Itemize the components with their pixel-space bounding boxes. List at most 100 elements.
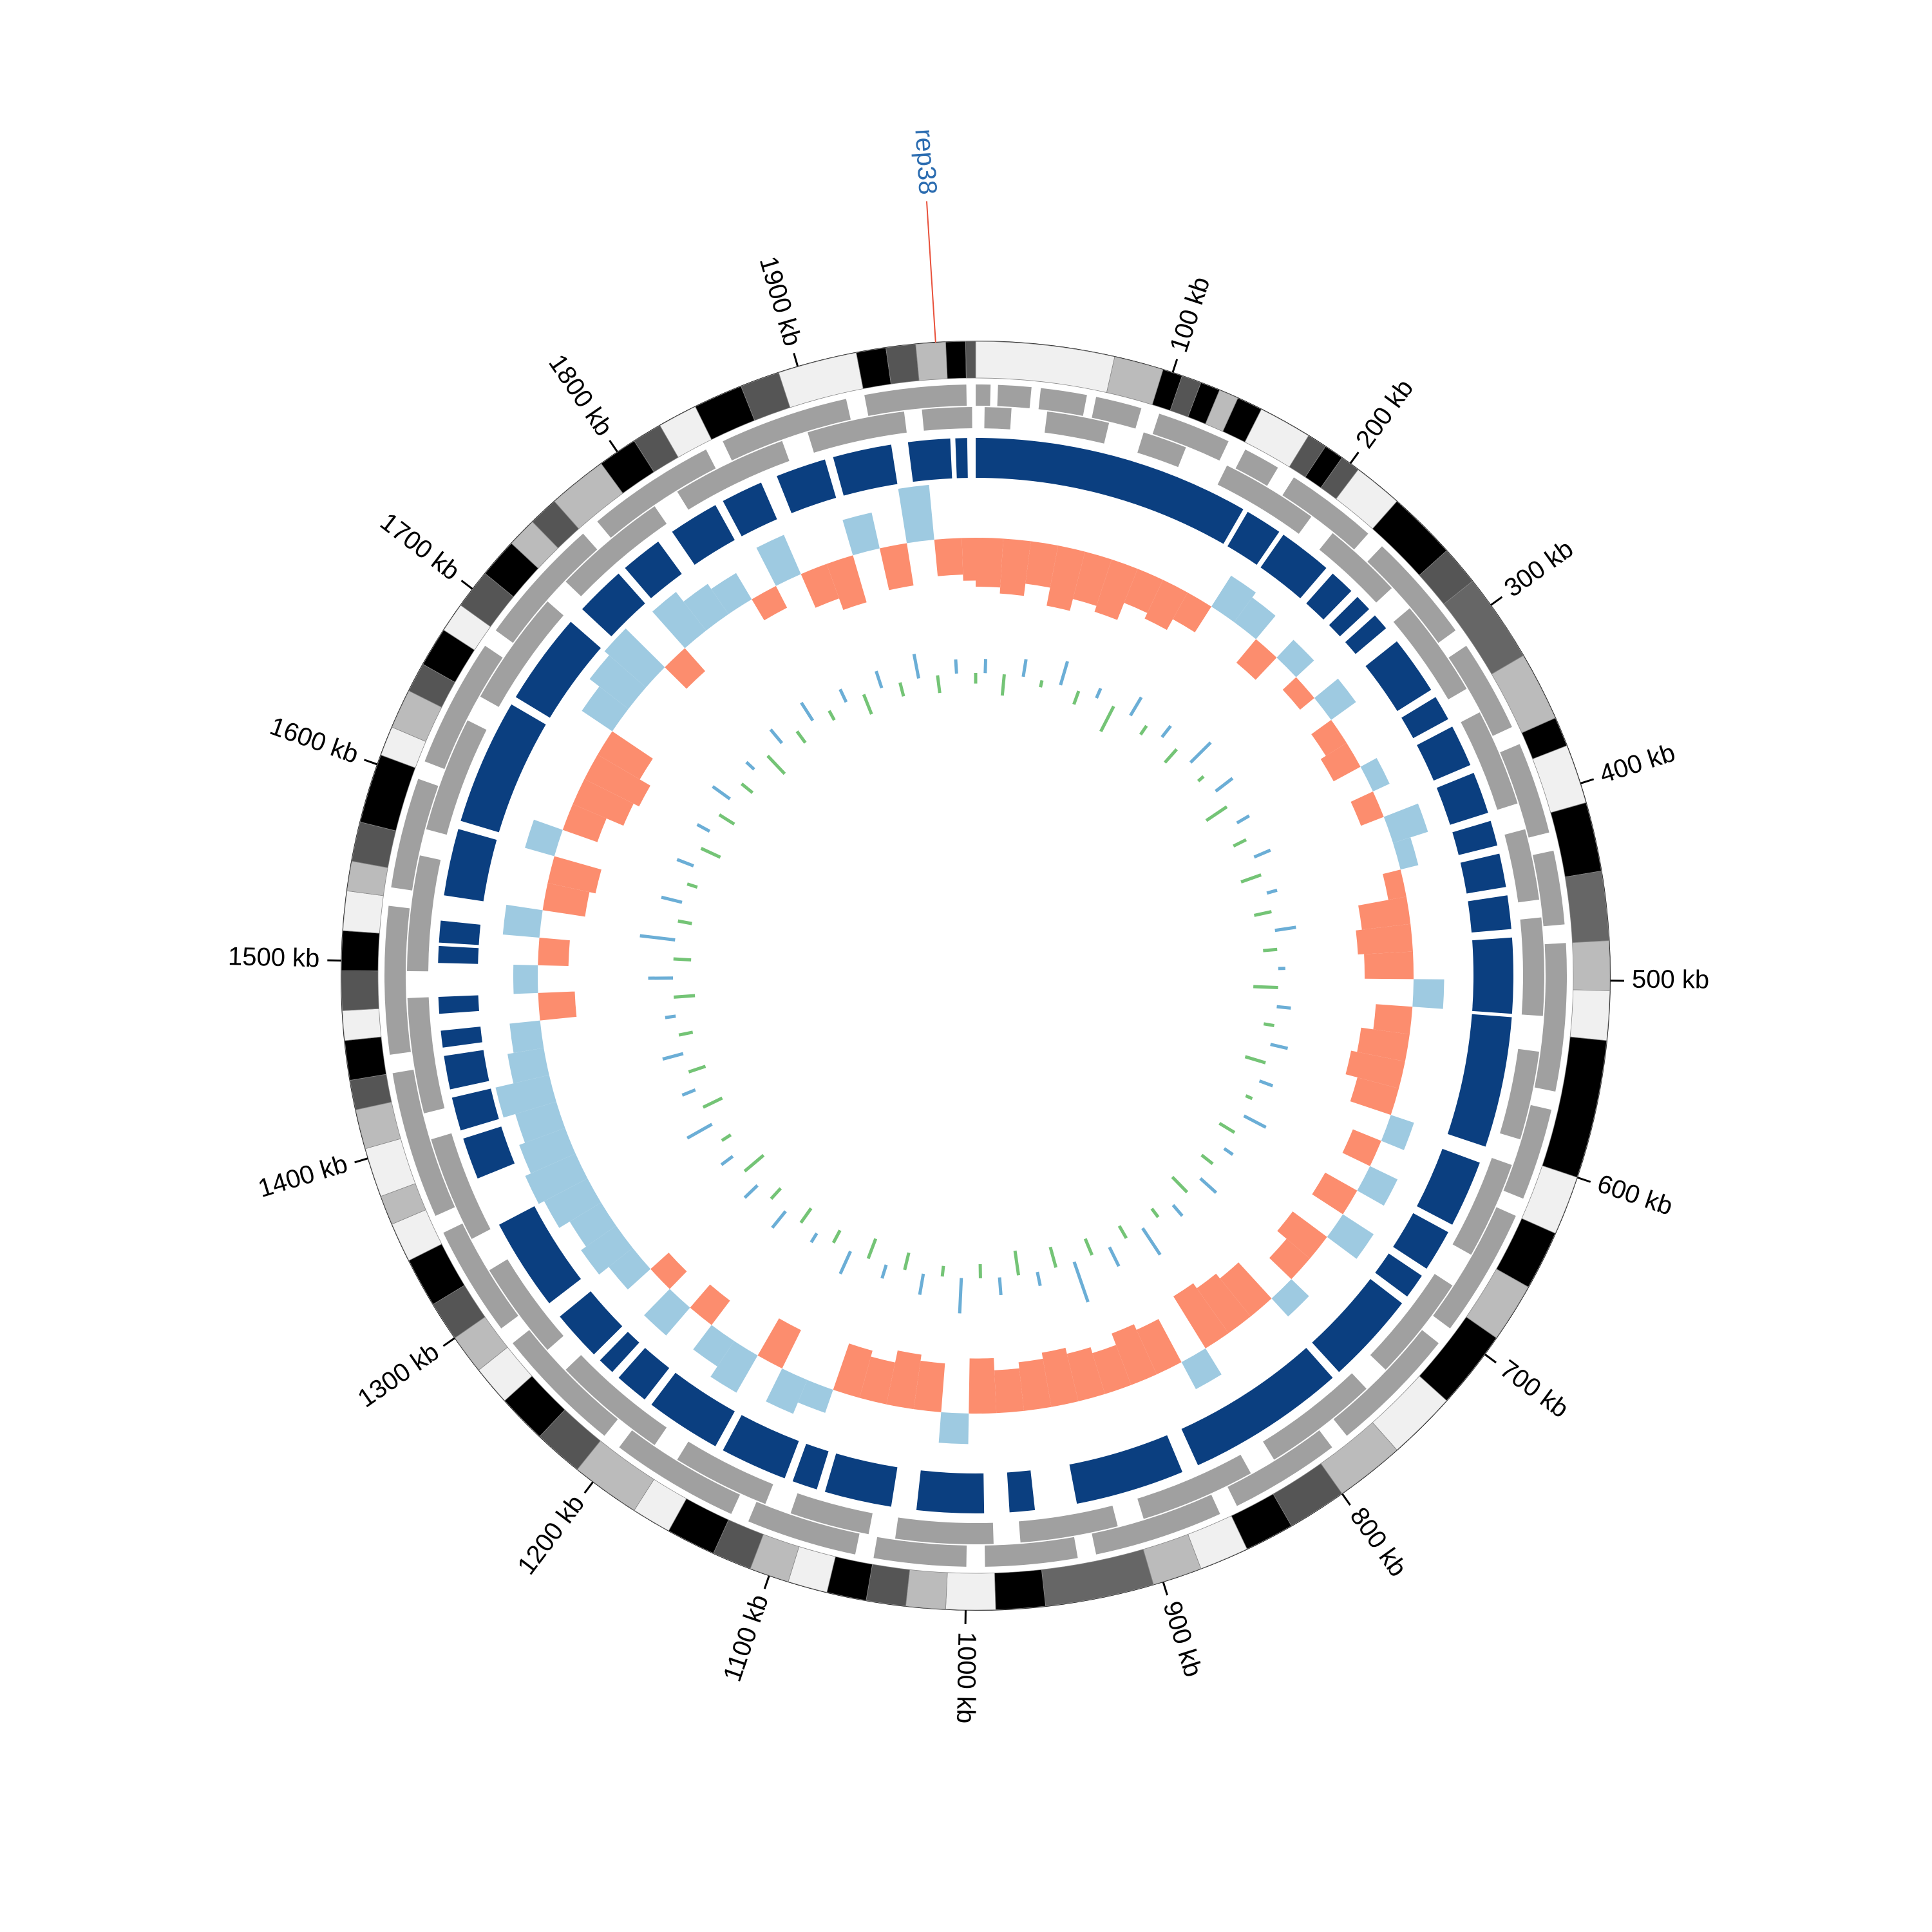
gene — [1152, 413, 1229, 461]
gc-content-bar — [1269, 1238, 1310, 1280]
gc-content-bar — [1320, 743, 1361, 782]
block — [1181, 1347, 1333, 1466]
gc-content-bar — [710, 1341, 758, 1393]
tick-mark — [363, 759, 378, 766]
gc-skew-spike — [1197, 775, 1205, 782]
gc-content-bar — [1364, 951, 1414, 980]
gc-content-bar — [976, 538, 1003, 588]
gc-content-bar — [934, 538, 963, 576]
block — [1227, 511, 1280, 565]
gc-content-bar — [1357, 1166, 1398, 1206]
gc-skew-spike — [936, 675, 942, 694]
gc-content-bar — [609, 1247, 651, 1290]
gc-skew-spike — [1059, 661, 1069, 686]
gene — [384, 905, 411, 1055]
block — [582, 573, 645, 637]
gc-skew-spike — [661, 895, 683, 904]
gc-skew-spike — [1048, 1246, 1058, 1268]
block — [438, 945, 479, 964]
block — [1393, 1213, 1448, 1269]
band — [965, 341, 976, 379]
gene — [1038, 388, 1087, 416]
gc-skew-spike — [677, 919, 692, 925]
gc-skew-spike — [639, 934, 676, 942]
gc-content-bar — [1412, 979, 1444, 1009]
band — [344, 1036, 387, 1081]
gc-skew-spike — [740, 782, 754, 794]
gc-content-bar — [1373, 1004, 1413, 1034]
tick-label: 1300 kb — [353, 1338, 444, 1413]
gc-skew-spike — [712, 785, 731, 800]
tick-mark — [1341, 1493, 1351, 1506]
gene — [489, 1259, 564, 1350]
gc-skew-spike — [800, 701, 815, 722]
block — [1417, 726, 1471, 781]
gene — [1520, 917, 1544, 1016]
gc-content-bar — [1197, 1273, 1251, 1334]
gc-content-bar — [1356, 923, 1413, 955]
gc-skew-spike — [1240, 873, 1262, 884]
gc-skew-spike — [1218, 1122, 1236, 1134]
gc-content-bar — [650, 1253, 687, 1289]
gc-content-bar — [515, 1101, 565, 1143]
gc-content-bar — [1277, 1211, 1327, 1259]
gc-content-bar — [507, 1048, 549, 1084]
gc-skew-spike — [1245, 1094, 1253, 1101]
gc-skew-spike — [1266, 888, 1278, 895]
block — [1306, 573, 1352, 620]
gene — [392, 1070, 455, 1216]
gc-skew-spike — [1141, 1227, 1162, 1256]
gc-content-bar — [525, 819, 563, 857]
gene — [1319, 533, 1392, 603]
gene — [1503, 1104, 1552, 1199]
gc-content-bar — [538, 938, 570, 967]
gc-skew-spike — [1117, 1225, 1128, 1239]
gc-skew-spike — [674, 994, 696, 999]
block — [907, 438, 952, 482]
tick-mark — [354, 1157, 369, 1164]
gc-skew-spike — [1258, 1079, 1274, 1088]
block — [1345, 615, 1387, 654]
gc-content-bar — [683, 583, 729, 631]
gc-content-bar — [589, 655, 647, 709]
tick-label: 700 kb — [1495, 1354, 1574, 1423]
tick-mark — [460, 580, 473, 591]
gene — [1393, 608, 1467, 700]
gene — [976, 384, 991, 406]
gene — [597, 450, 716, 538]
gc-skew-spike — [1171, 1175, 1189, 1193]
block — [1260, 535, 1327, 598]
gc-content-bar — [1144, 580, 1188, 630]
gc-content-bar — [898, 484, 934, 544]
gc-content-bar — [756, 535, 801, 586]
gc-content-bar — [711, 573, 752, 614]
tick-mark — [1349, 451, 1359, 464]
band — [341, 930, 380, 972]
gc-content-bar — [999, 538, 1031, 596]
gc-skew-spike — [771, 1210, 787, 1229]
gc-content-bar — [1211, 575, 1256, 623]
gc-skew-spike — [1205, 805, 1228, 822]
block — [1468, 895, 1511, 933]
gc-content-bar — [886, 1350, 922, 1410]
block — [1472, 937, 1513, 1014]
gene — [1045, 412, 1110, 444]
block — [515, 621, 601, 718]
block — [1452, 820, 1498, 855]
gc-skew-spike — [1253, 985, 1278, 990]
gc-content-bar — [584, 754, 650, 807]
gc-content-bar — [693, 1325, 735, 1367]
block — [1460, 853, 1506, 894]
tick-label: 500 kb — [1632, 965, 1709, 994]
gc-content-bar — [562, 804, 607, 842]
gene — [1370, 1274, 1453, 1370]
gc-content-bar — [582, 686, 629, 732]
gene — [431, 1133, 491, 1239]
gc-skew-spike — [686, 1122, 713, 1140]
block — [672, 505, 735, 565]
gene — [864, 384, 967, 416]
tick-label: 800 kb — [1345, 1502, 1412, 1582]
gc-content-bar — [1358, 896, 1411, 930]
gc-skew-spike — [1160, 724, 1172, 739]
block — [824, 1453, 898, 1507]
